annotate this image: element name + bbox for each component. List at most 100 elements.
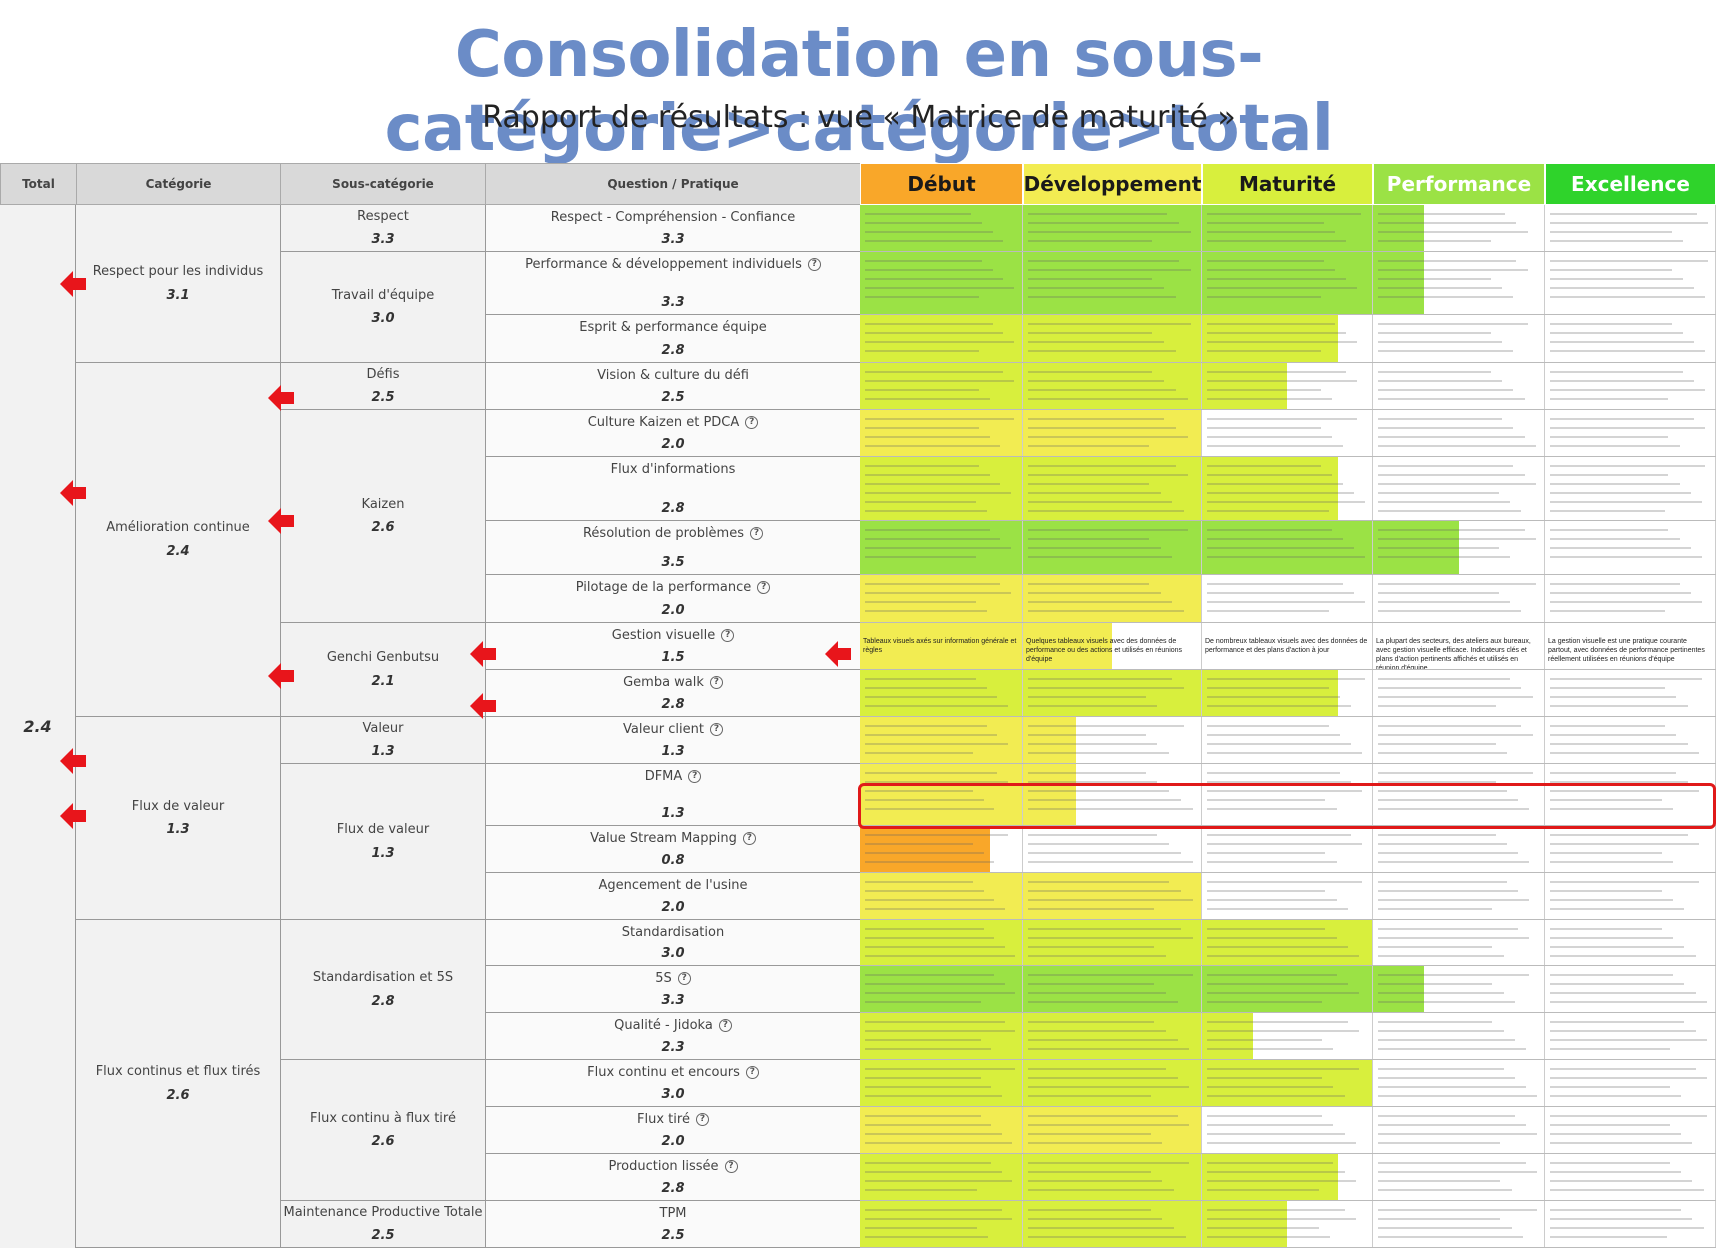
- maturity-cell: [1023, 252, 1202, 314]
- label-text: DFMA: [644, 769, 683, 784]
- question-cell-label: 5S?: [655, 971, 691, 987]
- subcategory-cell-score: 2.6: [371, 1134, 395, 1150]
- maturity-fill: [860, 521, 1022, 574]
- maturity-fill: [860, 205, 1022, 251]
- maturity-cell: [1023, 873, 1202, 919]
- blurred-description: [1550, 465, 1710, 519]
- maturity-fill: [860, 623, 1022, 669]
- question-cell-label: Valeur client?: [623, 722, 723, 738]
- label-text: TPM: [659, 1206, 687, 1221]
- label-text: Valeur: [362, 720, 404, 736]
- maturity-cell: [1023, 717, 1202, 763]
- blurred-description: [1207, 323, 1367, 359]
- maturity-cell: [860, 873, 1023, 919]
- question-cell-score: 2.0: [661, 1134, 685, 1149]
- info-circle-icon[interactable]: ?: [750, 527, 763, 541]
- maturity-cell: [1023, 575, 1202, 622]
- label-text: Valeur client: [623, 722, 704, 737]
- info-circle-icon[interactable]: ?: [745, 416, 759, 430]
- maturity-cell: [860, 1107, 1023, 1153]
- category-cell-score: 1.3: [166, 822, 190, 838]
- blurred-description: [1207, 1068, 1367, 1104]
- matrix-row: [860, 363, 1716, 410]
- blurred-description: [1207, 725, 1367, 761]
- info-circle-icon[interactable]: ?: [709, 676, 723, 690]
- maturity-cell: [1023, 1013, 1202, 1059]
- blurred-description: [1550, 974, 1710, 1010]
- subcategory-cell-label: Travail d'équipe: [332, 288, 435, 304]
- maturity-cell: [860, 457, 1023, 520]
- question-cell-score: 2.5: [661, 390, 685, 405]
- blurred-description: [1207, 834, 1367, 870]
- blurred-description: [1028, 974, 1196, 1010]
- matrix-row: [860, 575, 1716, 623]
- blurred-description: [1207, 1021, 1367, 1057]
- blurred-description: [865, 418, 1017, 454]
- blurred-description: [1378, 772, 1539, 817]
- question-cell: 5S? 3.3: [486, 966, 861, 1013]
- maturity-fill: [1023, 1060, 1201, 1106]
- maturity-cell: [1023, 1060, 1202, 1106]
- blurred-description: [1028, 371, 1196, 407]
- maturity-cell: [1023, 363, 1202, 409]
- maturity-cell: [860, 315, 1023, 362]
- maturity-fill: [860, 966, 1022, 1012]
- blurred-description: [1207, 465, 1367, 519]
- blurred-description: [865, 772, 1017, 817]
- info-circle-icon[interactable]: ?: [745, 1066, 759, 1080]
- maturity-cell: [1202, 457, 1373, 520]
- maturity-fill: [1023, 521, 1201, 574]
- question-cell-label: Esprit & performance équipe: [579, 320, 766, 336]
- matrix-row: [860, 521, 1716, 575]
- maturity-cell: [860, 363, 1023, 409]
- info-circle-icon[interactable]: ?: [709, 723, 723, 737]
- subcategory-cell-label: Respect: [357, 209, 409, 225]
- maturity-fill: [860, 363, 1022, 409]
- maturity-description: La plupart des secteurs, des ateliers au…: [1376, 638, 1531, 669]
- maturity-cell: [1545, 1201, 1716, 1247]
- subcategory-cell: Flux de valeur 1.3: [281, 764, 486, 920]
- info-circle-icon[interactable]: ?: [757, 581, 771, 595]
- info-circle-icon[interactable]: ?: [688, 770, 702, 784]
- info-circle-icon[interactable]: ?: [718, 1019, 732, 1033]
- category-cell-score: 3.1: [166, 287, 190, 303]
- maturity-fill: [860, 252, 1022, 314]
- blurred-description: [1028, 928, 1196, 964]
- question-cell: Gemba walk? 2.8: [486, 670, 861, 717]
- info-circle-icon[interactable]: ?: [724, 1160, 738, 1174]
- question-cell: Agencement de l'usine 2.0: [486, 873, 861, 920]
- info-circle-icon[interactable]: ?: [742, 832, 756, 846]
- subcategory-cell-score: 2.5: [371, 1228, 395, 1244]
- blurred-description: [1378, 1021, 1539, 1057]
- info-circle-icon[interactable]: ?: [807, 258, 821, 272]
- maturity-cell: [1202, 1060, 1373, 1106]
- label-text: Flux continu et encours: [587, 1065, 740, 1080]
- info-circle-icon[interactable]: ?: [721, 629, 735, 643]
- maturity-cell: [1202, 575, 1373, 622]
- question-cell-score: 3.3: [661, 295, 685, 310]
- maturity-cell: [1545, 717, 1716, 763]
- maturity-cell: [1202, 363, 1373, 409]
- blurred-description: [865, 1209, 1017, 1245]
- maturity-cell: [1373, 1201, 1545, 1247]
- question-cell-score: 3.5: [661, 555, 685, 570]
- info-circle-icon[interactable]: ?: [677, 972, 691, 986]
- matrix-row: [860, 1154, 1716, 1201]
- maturity-cell: [1023, 920, 1202, 965]
- matrix-row: Tableaux visuels axés sur information gé…: [860, 623, 1716, 670]
- info-circle-icon[interactable]: ?: [695, 1113, 709, 1127]
- question-cell: Qualité - Jidoka? 2.3: [486, 1013, 861, 1060]
- question-cell-score: 2.3: [661, 1040, 685, 1055]
- question-cell-label: Pilotage de la performance?: [576, 580, 771, 596]
- blurred-description: [1378, 1068, 1539, 1104]
- label-text: Amélioration continue: [106, 520, 250, 536]
- blurred-description: [1028, 1162, 1196, 1198]
- maturity-fill: [1023, 920, 1201, 965]
- maturity-cell: [1373, 315, 1545, 362]
- blurred-description: [1378, 213, 1539, 249]
- maturity-cell: [1373, 521, 1545, 574]
- matrix-row: [860, 457, 1716, 521]
- blurred-description: [865, 1162, 1017, 1198]
- blurred-description: [1550, 323, 1710, 359]
- maturity-cell: [1545, 521, 1716, 574]
